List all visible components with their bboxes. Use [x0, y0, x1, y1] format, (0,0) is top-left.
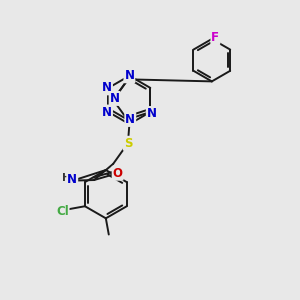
- Text: H: H: [62, 173, 71, 183]
- Text: N: N: [110, 92, 120, 105]
- Text: N: N: [147, 107, 157, 120]
- Text: Cl: Cl: [56, 205, 69, 218]
- Text: F: F: [212, 31, 219, 44]
- Text: N: N: [125, 113, 135, 126]
- Text: N: N: [102, 81, 112, 94]
- Text: N: N: [67, 172, 77, 186]
- Text: N: N: [102, 106, 112, 118]
- Text: O: O: [112, 167, 123, 180]
- Text: N: N: [124, 69, 134, 82]
- Text: S: S: [124, 137, 132, 150]
